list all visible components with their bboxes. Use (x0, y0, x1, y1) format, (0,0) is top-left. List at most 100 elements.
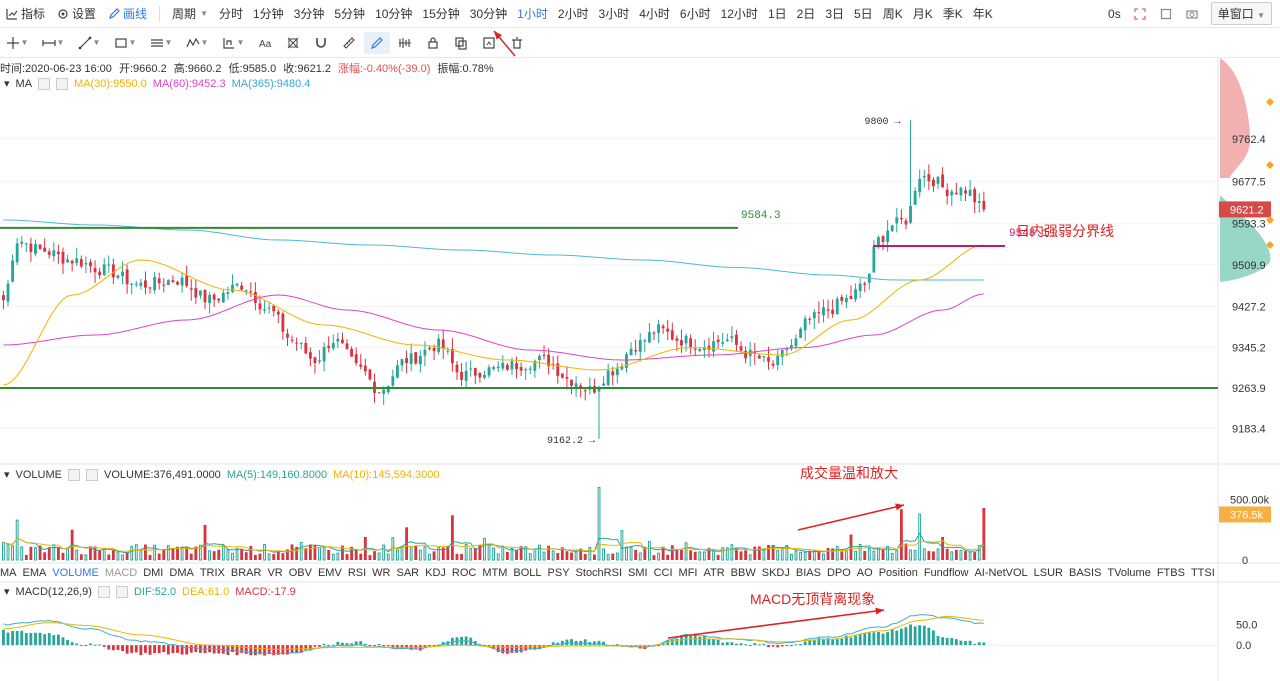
rectangle-icon[interactable]: ▼ (108, 32, 142, 54)
parallel-channel-icon[interactable]: ▼ (144, 32, 178, 54)
indicator-tab-obv[interactable]: OBV (288, 567, 312, 579)
period-11[interactable]: 6小时 (679, 7, 711, 21)
indicator-tab-bbw[interactable]: BBW (730, 567, 756, 579)
period-19[interactable]: 季K (942, 7, 963, 21)
indicator-tab-brar[interactable]: BRAR (230, 567, 262, 579)
expand-icon[interactable] (1159, 7, 1173, 21)
period-6[interactable]: 30分钟 (469, 7, 508, 21)
period-2[interactable]: 3分钟 (293, 7, 325, 21)
indicator-tab-ftbs[interactable]: FTBS (1156, 567, 1185, 579)
candle-body-197 (904, 220, 908, 225)
wave-icon[interactable]: ▼ (180, 32, 214, 54)
text-icon[interactable]: Aa (252, 32, 278, 54)
period-0[interactable]: 分时 (218, 7, 243, 21)
period-12[interactable]: 12小时 (720, 7, 758, 21)
indicator-tab-kdj[interactable]: KDJ (425, 567, 446, 579)
trend-line-icon[interactable]: ▼ (72, 32, 106, 54)
indicator-tab-psy[interactable]: PSY (547, 567, 570, 579)
indicator-tab-cci[interactable]: CCI (653, 567, 673, 579)
period-18[interactable]: 月K (912, 7, 933, 21)
indicator-tab-stochrsi[interactable]: StochRSI (575, 567, 623, 579)
ma-close-icon[interactable] (56, 77, 69, 90)
indicator-tab-skdj[interactable]: SKDJ (761, 567, 790, 579)
indicator-tab-lsur[interactable]: LSUR (1033, 567, 1063, 579)
period-4[interactable]: 10分钟 (375, 7, 413, 21)
indicator-tab-smi[interactable]: SMI (628, 567, 648, 579)
pattern-icon[interactable] (392, 32, 418, 54)
draw-button[interactable]: 画线 (102, 5, 153, 22)
indicator-tab-ema[interactable]: EMA (22, 567, 47, 579)
collapse-icon[interactable]: ▾ (4, 586, 10, 598)
indicator-tab-rsi[interactable]: RSI (347, 567, 367, 579)
indicator-tab-mtm[interactable]: MTM (482, 567, 508, 579)
period-7[interactable]: 1小时 (517, 7, 548, 21)
horizontal-line-icon[interactable]: ▼ (36, 32, 70, 54)
indicator-tab-volume[interactable]: VOLUME (52, 567, 99, 579)
indicator-tab-ttsi[interactable]: TTSI (1190, 567, 1215, 579)
period-3[interactable]: 5分钟 (334, 7, 366, 21)
indicator-tab-sar[interactable]: SAR (396, 567, 420, 579)
macd-bar-161 (739, 643, 743, 646)
period-10[interactable]: 4小时 (639, 7, 670, 21)
magnet-icon[interactable] (308, 32, 334, 54)
settings-button[interactable]: 设置 (51, 5, 102, 22)
indicator-tab-boll[interactable]: BOLL (513, 567, 542, 579)
lock-icon[interactable] (420, 32, 446, 54)
indicator-tab-ma[interactable]: MA (0, 567, 17, 579)
fib-icon[interactable] (280, 32, 306, 54)
period-14[interactable]: 2日 (796, 7, 816, 21)
trash-icon[interactable] (504, 32, 530, 54)
macd-bar-151 (693, 634, 697, 646)
indicator-tab-roc[interactable]: ROC (451, 567, 477, 579)
macd-bar-20 (93, 644, 97, 646)
camera-icon[interactable] (1185, 7, 1199, 21)
volume-settings-icon[interactable] (68, 468, 80, 481)
indicator-tab-mfi[interactable]: MFI (678, 567, 698, 579)
indicator-tab-wr[interactable]: WR (372, 567, 391, 579)
indicator-tab-trix[interactable]: TRIX (199, 567, 225, 579)
period-16[interactable]: 5日 (854, 7, 873, 21)
indicator-tab-dma[interactable]: DMA (169, 567, 194, 579)
fullscreen-icon[interactable] (1133, 7, 1147, 21)
pencil-icon[interactable] (364, 31, 390, 54)
copy-icon[interactable] (448, 32, 474, 54)
macd-settings-icon[interactable] (97, 585, 110, 598)
indicator-tab-vr[interactable]: VR (267, 567, 283, 579)
period-5[interactable]: 15分钟 (422, 7, 460, 21)
period-dropdown[interactable]: 周期 ▼ (166, 5, 214, 22)
indicator-tab-emv[interactable]: EMV (317, 567, 342, 579)
indicators-button[interactable]: 指标 (0, 5, 51, 22)
indicator-tab-basis[interactable]: BASIS (1069, 567, 1102, 579)
indicator-tab-dpo[interactable]: DPO (826, 567, 851, 579)
period-13[interactable]: 1日 (767, 7, 787, 21)
screenshot-icon[interactable] (476, 32, 502, 54)
indicator-tab-tvolume[interactable]: TVolume (1107, 567, 1151, 579)
candle-body-191 (877, 237, 880, 247)
indicator-tab-atr[interactable]: ATR (703, 567, 725, 579)
crosshair-icon[interactable]: ▼ (0, 32, 34, 54)
indicator-tab-ai-netvol[interactable]: AI-NetVOL (974, 567, 1028, 579)
ruler-icon[interactable] (336, 32, 362, 54)
indicator-tab-fundflow[interactable]: Fundflow (923, 567, 969, 579)
ma-settings-icon[interactable] (38, 77, 51, 90)
period-20[interactable]: 年K (972, 7, 993, 21)
period-8[interactable]: 2小时 (557, 7, 589, 21)
collapse-icon[interactable]: ▾ (4, 469, 10, 481)
indicator-tab-bias[interactable]: BIAS (795, 567, 821, 579)
candle-body-94 (432, 347, 436, 352)
indicator-tab-macd[interactable]: MACD (104, 567, 138, 579)
indicator-tab-position[interactable]: Position (878, 567, 918, 579)
measure-icon[interactable]: ▼ (216, 32, 250, 54)
indicator-tab-ao[interactable]: AO (856, 567, 873, 579)
period-17[interactable]: 周K (882, 7, 903, 21)
volume-bar-202 (927, 551, 931, 560)
volume-close-icon[interactable] (86, 468, 98, 481)
macd-close-icon[interactable] (115, 585, 128, 598)
period-9[interactable]: 3小时 (598, 7, 630, 21)
period-1[interactable]: 1分钟 (253, 7, 284, 21)
period-15[interactable]: 3日 (825, 7, 844, 21)
collapse-icon[interactable]: ▾ (4, 78, 10, 90)
window-mode-select[interactable]: 单窗口 ▼ (1210, 2, 1272, 25)
indicator-tab-dmi[interactable]: DMI (143, 567, 164, 579)
